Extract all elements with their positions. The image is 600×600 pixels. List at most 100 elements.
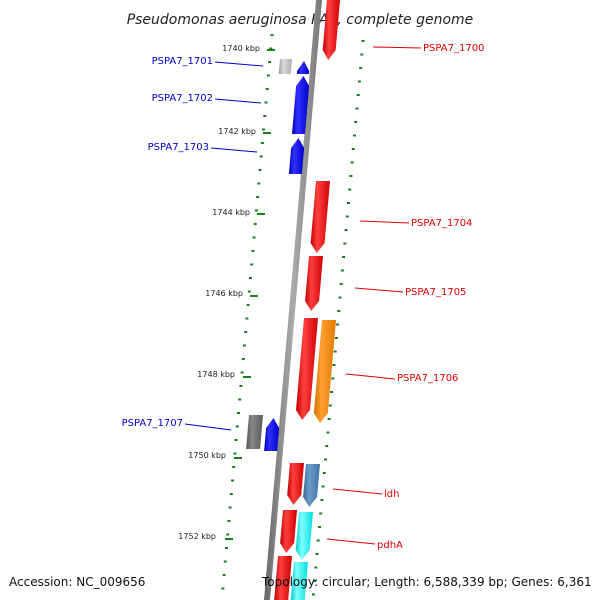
gene-label-pspa7-1702[interactable]: PSPA7_1702 (152, 93, 213, 104)
inner-tick (249, 277, 252, 279)
outer-tick (315, 553, 319, 555)
gene-feature-bottom-red[interactable] (274, 556, 292, 600)
scale-label-1746: 1746 kbp (205, 289, 243, 298)
outer-tick (339, 283, 343, 285)
scale-label-1748: 1748 kbp (197, 370, 235, 379)
label-leaders (184, 46, 422, 545)
inner-tick (262, 128, 266, 131)
leader-pdha (326, 538, 376, 545)
inner-tick (235, 425, 239, 428)
gene-feature-pspa7-1701[interactable] (296, 61, 310, 74)
inner-tick (257, 182, 261, 185)
major-tick (250, 295, 258, 297)
inner-tick (229, 493, 233, 495)
inner-tick (223, 560, 227, 563)
inner-tick (231, 479, 234, 482)
outer-tick (359, 67, 363, 69)
inner-tick (238, 398, 242, 401)
gene-label-pspa7-1705[interactable]: PSPA7_1705 (405, 287, 466, 298)
major-tick (257, 213, 265, 215)
scale-label-1752: 1752 kbp (178, 532, 216, 541)
leader-pspa7-1705 (354, 287, 404, 293)
outer-tick (328, 404, 332, 407)
outer-tick (348, 188, 352, 191)
inner-tick (247, 290, 251, 293)
leader-pspa7-1704 (359, 220, 410, 224)
gene-label-pspa7-1701[interactable]: PSPA7_1701 (152, 56, 213, 67)
gene-label-pspa7-1707[interactable]: PSPA7_1707 (122, 418, 183, 429)
inner-tick (251, 250, 255, 252)
inner-tick (244, 331, 248, 333)
inner-tick (233, 452, 237, 455)
gene-feature-pdha-red[interactable] (280, 510, 297, 553)
inner-tick (232, 466, 236, 468)
gene-feature-pspa7-1707[interactable] (264, 418, 280, 451)
inner-tick (258, 169, 262, 171)
gene-feature-pspa7-1706-red[interactable] (296, 318, 318, 420)
inner-tick (263, 115, 267, 117)
gene-feature-ldh-red[interactable] (287, 463, 304, 505)
genome-summary-text: Topology: circular; Length: 6,588,339 bp… (261, 575, 592, 589)
inner-tick (243, 344, 246, 347)
gene-feature-ldh[interactable] (303, 464, 320, 507)
outer-tick (331, 377, 335, 380)
gene-feature-pspa7-1701-gray[interactable] (278, 59, 292, 74)
gene-feature-pspa7-1707-gray[interactable] (246, 415, 263, 449)
inner-tick (268, 61, 272, 63)
scale-label-1750: 1750 kbp (188, 451, 226, 460)
outer-tick (319, 512, 323, 515)
gene-feature-pspa7-1706[interactable] (313, 320, 336, 423)
scale-label-1740: 1740 kbp (222, 44, 260, 53)
gene-label-pspa7-1703[interactable]: PSPA7_1703 (148, 142, 209, 153)
outer-tick (320, 499, 324, 501)
gene-label-ldh[interactable]: ldh (384, 489, 399, 500)
outer-tick (340, 269, 344, 272)
outer-tick (353, 134, 356, 137)
gene-feature-pdha[interactable] (295, 512, 313, 560)
leader-pspa7-1706 (345, 373, 396, 380)
gene-label-pdha[interactable]: pdhA (377, 540, 403, 551)
gene-label-pspa7-1700[interactable]: PSPA7_1700 (423, 43, 484, 54)
outer-tick (349, 175, 353, 177)
outer-tick (325, 445, 329, 447)
major-tick (234, 457, 242, 459)
outer-tick (314, 566, 318, 569)
inner-tick (227, 520, 231, 522)
inner-tick (221, 587, 225, 590)
major-tick (267, 49, 275, 51)
gene-label-pspa7-1704[interactable]: PSPA7_1704 (411, 218, 472, 229)
gene-feature-bottom-cyan[interactable] (290, 562, 308, 600)
major-tick (243, 376, 251, 378)
outer-tick (313, 580, 317, 582)
outer-tick (355, 107, 359, 110)
inner-tick (269, 47, 273, 50)
inner-tick (245, 317, 249, 320)
outer-tick (361, 40, 365, 42)
inner-tick (254, 209, 258, 212)
leader-pspa7-1707 (184, 423, 232, 431)
outer-tick (336, 323, 340, 326)
gene-feature-pspa7-1705[interactable] (305, 256, 323, 311)
scale-label-1742: 1742 kbp (218, 127, 256, 136)
gene-label-pspa7-1706[interactable]: PSPA7_1706 (397, 373, 458, 384)
inner-tick (266, 74, 270, 77)
inner-tick (253, 223, 257, 225)
gene-feature-pspa7-1702[interactable] (292, 76, 310, 134)
inner-tick (241, 358, 245, 360)
map-title: Pseudomonas aeruginosa PA7, complete gen… (127, 12, 474, 28)
outer-tick (356, 94, 360, 96)
inner-tick (259, 155, 263, 158)
gene-feature-pspa7-1704[interactable] (310, 181, 330, 253)
inner-tick (240, 371, 244, 374)
leader-ldh (332, 488, 383, 495)
outer-tick (338, 296, 342, 299)
tick-marks (221, 34, 365, 596)
inner-tick (256, 196, 260, 198)
gene-feature-pspa7-1700[interactable] (322, 0, 340, 60)
inner-tick (228, 506, 232, 509)
inner-tick (252, 236, 256, 239)
outer-tick (343, 242, 347, 245)
gene-feature-pspa7-1703[interactable] (288, 138, 305, 174)
inner-tick (222, 574, 226, 576)
